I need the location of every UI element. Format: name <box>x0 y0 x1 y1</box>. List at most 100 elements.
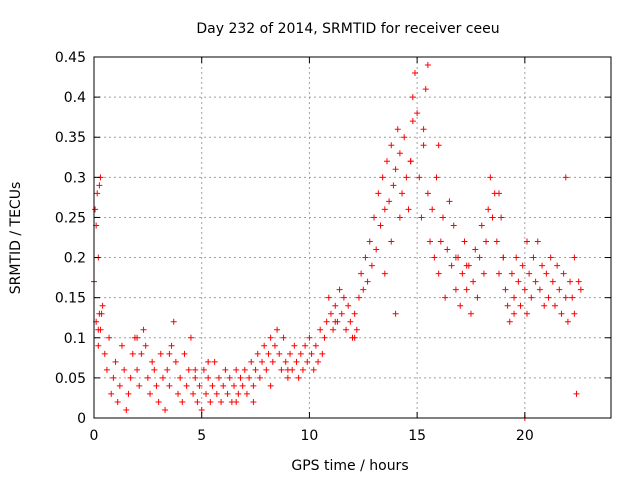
data-point <box>95 342 102 349</box>
data-point <box>407 158 414 165</box>
data-point <box>239 382 246 389</box>
data-points <box>91 62 584 421</box>
data-point <box>560 270 567 277</box>
y-tick-label: 0.15 <box>55 291 86 307</box>
data-point <box>299 366 306 373</box>
data-point <box>511 294 518 301</box>
data-point <box>539 262 546 269</box>
data-point <box>110 374 117 381</box>
data-point <box>177 374 184 381</box>
data-point <box>343 326 350 333</box>
axes: 0 0.05 0.1 0.15 0.2 0.25 0.3 0.35 0.4 0.45 0 5 10 15 2… <box>55 50 611 444</box>
data-point <box>355 294 362 301</box>
data-point <box>95 326 102 333</box>
data-point <box>577 286 584 293</box>
data-point <box>134 334 141 341</box>
data-point <box>547 254 554 261</box>
data-point <box>381 206 388 213</box>
data-point <box>284 366 291 373</box>
data-point <box>321 334 328 341</box>
data-point <box>224 390 231 397</box>
data-point <box>162 406 169 413</box>
data-point <box>269 358 276 365</box>
data-point <box>485 206 492 213</box>
data-point <box>317 326 324 333</box>
data-point <box>390 182 397 189</box>
data-point <box>528 294 535 301</box>
data-point <box>437 238 444 245</box>
data-point <box>338 310 345 317</box>
data-point <box>222 366 229 373</box>
data-point <box>526 270 533 277</box>
x-tick-label: 20 <box>516 428 534 444</box>
data-point <box>127 374 134 381</box>
data-point <box>523 238 530 245</box>
data-point <box>134 366 141 373</box>
data-point <box>358 270 365 277</box>
data-point <box>571 310 578 317</box>
data-point <box>207 398 214 405</box>
data-point <box>388 238 395 245</box>
data-point <box>252 366 259 373</box>
data-point <box>319 350 326 357</box>
data-point <box>96 182 103 189</box>
data-point <box>99 302 106 309</box>
data-point <box>452 286 459 293</box>
data-point <box>159 374 166 381</box>
data-point <box>463 286 470 293</box>
y-tick-label: 0 <box>77 411 86 427</box>
data-point <box>554 262 561 269</box>
data-point <box>521 286 528 293</box>
data-point <box>155 398 162 405</box>
data-point <box>562 174 569 181</box>
data-point <box>203 390 210 397</box>
x-tick-label: 15 <box>408 428 426 444</box>
x-tick-label: 10 <box>301 428 319 444</box>
data-point <box>250 382 257 389</box>
data-point <box>267 334 274 341</box>
data-point <box>172 358 179 365</box>
data-point <box>323 318 330 325</box>
data-point <box>420 142 427 149</box>
data-point <box>431 254 438 261</box>
data-point <box>293 358 300 365</box>
data-point <box>278 366 285 373</box>
data-point <box>271 342 278 349</box>
data-point <box>164 366 171 373</box>
data-point <box>226 374 233 381</box>
data-point <box>287 350 294 357</box>
data-point <box>340 294 347 301</box>
data-point <box>519 262 526 269</box>
data-point <box>96 310 103 317</box>
data-point <box>536 286 543 293</box>
data-point <box>265 350 272 357</box>
data-point <box>366 238 373 245</box>
data-point <box>498 214 505 221</box>
data-point <box>276 350 283 357</box>
data-point <box>101 350 108 357</box>
data-point <box>114 398 121 405</box>
data-point <box>94 190 101 197</box>
data-point <box>504 302 511 309</box>
data-point <box>347 318 354 325</box>
data-point <box>388 142 395 149</box>
data-point <box>396 150 403 157</box>
data-point <box>211 358 218 365</box>
data-point <box>215 374 222 381</box>
data-point <box>254 350 261 357</box>
data-point <box>549 278 556 285</box>
data-point <box>149 358 156 365</box>
data-point <box>237 374 244 381</box>
data-point <box>439 214 446 221</box>
data-point <box>198 406 205 413</box>
data-point <box>140 326 147 333</box>
data-point <box>424 190 431 197</box>
data-point <box>116 382 123 389</box>
data-point <box>472 246 479 253</box>
data-point <box>175 390 182 397</box>
data-point <box>205 358 212 365</box>
data-point <box>351 310 358 317</box>
data-point <box>170 318 177 325</box>
data-point <box>575 278 582 285</box>
